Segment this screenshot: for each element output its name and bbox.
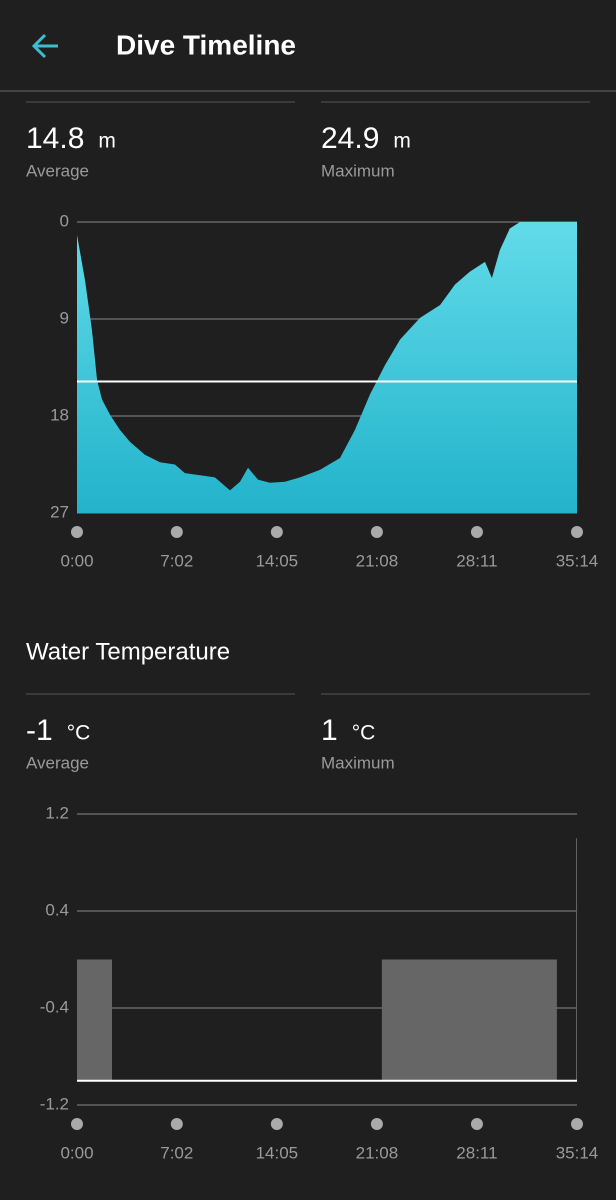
temperature-bar — [576, 838, 578, 1081]
stat-label: Average — [26, 161, 89, 180]
stat-unit: °C — [352, 722, 376, 745]
x-tick-label: 28:11 — [456, 1143, 497, 1162]
x-tick-label: 35:14 — [556, 551, 599, 570]
y-tick-label: 1.2 — [45, 803, 69, 822]
x-tick-dot — [270, 526, 283, 538]
x-tick-dot — [71, 526, 83, 538]
stat-label: Average — [26, 753, 89, 772]
y-tick-label: 0.4 — [45, 900, 69, 919]
y-tick-label: 18 — [50, 405, 69, 424]
stat-value: -1 — [26, 714, 53, 747]
y-tick-label: -1.2 — [40, 1094, 69, 1113]
temperature-bar — [77, 959, 113, 1081]
x-tick-label: 7:02 — [160, 551, 193, 570]
x-tick-label: 35:14 — [556, 1143, 599, 1162]
x-tick-dot — [370, 526, 383, 538]
y-tick-label: 9 — [60, 308, 69, 327]
x-tick-dot — [71, 1118, 83, 1130]
page-title: Dive Timeline — [116, 29, 296, 60]
x-tick-label: 28:11 — [456, 551, 497, 570]
x-tick-label: 0:00 — [60, 551, 93, 570]
stat-label: Maximum — [321, 753, 395, 772]
x-tick-label: 7:02 — [160, 1143, 193, 1162]
stat-unit: m — [98, 130, 116, 153]
x-tick-dot — [470, 1118, 483, 1130]
stat-value: 14.8 — [26, 122, 84, 155]
x-tick-dot — [370, 1118, 383, 1130]
x-tick-dot — [170, 1118, 183, 1130]
y-tick-label: -0.4 — [40, 997, 69, 1016]
stat-value: 24.9 — [321, 122, 379, 155]
app-bar — [0, 0, 616, 90]
stat-value: 1 — [321, 714, 338, 747]
x-tick-dot — [571, 526, 583, 538]
y-tick-label: 0 — [60, 211, 69, 230]
y-tick-label: 27 — [50, 502, 69, 521]
temperature-bar — [381, 959, 557, 1081]
back-button[interactable] — [31, 33, 58, 59]
stat-unit: °C — [67, 722, 91, 745]
x-tick-label: 14:05 — [256, 1143, 299, 1162]
stat-unit: m — [393, 130, 411, 153]
x-tick-label: 14:05 — [256, 551, 299, 570]
stat-label: Maximum — [321, 161, 395, 180]
x-tick-label: 21:08 — [356, 551, 399, 570]
x-tick-label: 21:08 — [356, 1143, 399, 1162]
x-tick-dot — [470, 526, 483, 538]
section-title: Water Temperature — [26, 638, 230, 665]
x-tick-dot — [170, 526, 183, 538]
depth-area — [77, 222, 577, 513]
x-tick-dot — [571, 1118, 583, 1130]
x-tick-dot — [270, 1118, 283, 1130]
x-tick-label: 0:00 — [60, 1143, 93, 1162]
